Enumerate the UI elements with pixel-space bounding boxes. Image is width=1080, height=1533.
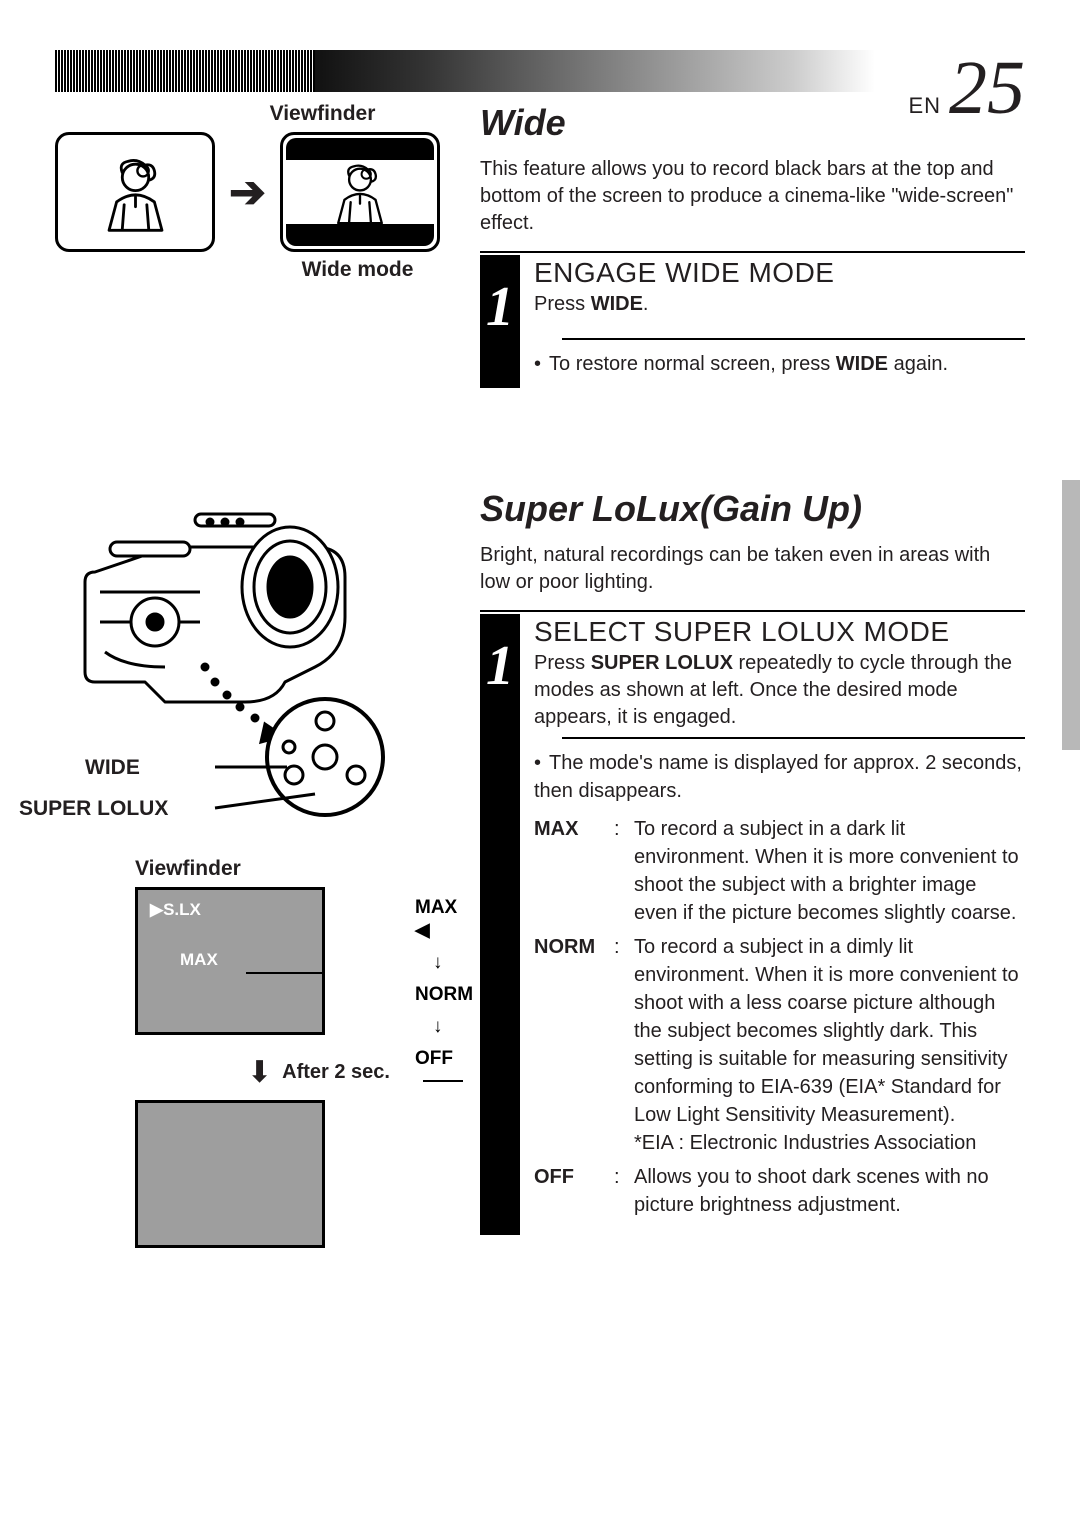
lolux-step-heading: SELECT SUPER LOLUX MODE bbox=[534, 616, 1025, 648]
wide-mode-label: Wide mode bbox=[265, 258, 450, 282]
current-mode: MAX bbox=[180, 950, 310, 970]
camera-superlolux-label: SUPER LOLUX bbox=[19, 797, 168, 821]
arrow-right-icon: ➔ bbox=[229, 167, 266, 218]
camera-wide-label: WIDE bbox=[85, 756, 140, 780]
def-norm-val: To record a subject in a dimly lit envir… bbox=[634, 933, 1025, 1157]
mode-max: MAX bbox=[415, 897, 457, 918]
mode-cycle-list: MAX ◀ ↓ NORM ↓ OFF bbox=[415, 897, 473, 1102]
viewfinder-wide-illustration bbox=[280, 132, 440, 252]
step-number-badge: 1 bbox=[480, 255, 520, 338]
after-2-sec-label: After 2 sec. bbox=[282, 1061, 390, 1084]
arrow-left-icon: ◀ bbox=[415, 920, 430, 941]
wide-section-description: This feature allows you to record black … bbox=[480, 156, 1025, 237]
definition-row: NORM : To record a subject in a dimly li… bbox=[534, 933, 1025, 1157]
note-spine bbox=[480, 340, 520, 388]
viewfinder-caption: Viewfinder bbox=[135, 857, 450, 881]
page-edge-tab bbox=[1062, 480, 1080, 750]
arrow-down-bold-icon: ⬇ bbox=[247, 1055, 272, 1090]
header-gradient-bar bbox=[55, 50, 875, 92]
person-icon bbox=[320, 157, 400, 227]
arrow-down-icon: ↓ bbox=[433, 1016, 443, 1038]
viewfinder-illustration-row: ➔ bbox=[55, 132, 450, 252]
mode-norm: NORM bbox=[415, 984, 473, 1006]
lolux-step-text: Press SUPER LOLUX repeatedly to cycle th… bbox=[534, 650, 1025, 731]
slx-indicator: ▶S.LX bbox=[150, 900, 310, 920]
wide-step-heading: ENGAGE WIDE MODE bbox=[534, 257, 1025, 289]
page-num: 25 bbox=[949, 45, 1025, 132]
person-icon bbox=[88, 150, 183, 235]
note-spine bbox=[480, 739, 520, 1235]
definition-row: OFF : Allows you to shoot dark scenes wi… bbox=[534, 1163, 1025, 1219]
arrow-down-icon: ↓ bbox=[433, 952, 443, 974]
divider bbox=[480, 251, 1025, 253]
viewfinder-display-box: ▶S.LX MAX bbox=[135, 887, 325, 1035]
lolux-section-title: Super LoLux(Gain Up) bbox=[480, 488, 1025, 530]
step-number-badge: 1 bbox=[480, 614, 520, 737]
definition-row: MAX : To record a subject in a dark lit … bbox=[534, 815, 1025, 927]
header-stripes bbox=[55, 50, 315, 92]
mode-off: OFF bbox=[415, 1048, 453, 1069]
connector-line bbox=[246, 972, 324, 974]
wide-note: To restore normal screen, press WIDE aga… bbox=[534, 340, 1025, 388]
lolux-section-description: Bright, natural recordings can be taken … bbox=[480, 542, 1025, 596]
page-number: EN 25 bbox=[908, 45, 1025, 132]
viewfinder-label: Viewfinder bbox=[195, 102, 450, 126]
viewfinder-blank-box bbox=[135, 1100, 325, 1248]
divider bbox=[480, 610, 1025, 612]
lolux-note: The mode's name is displayed for approx.… bbox=[534, 749, 1025, 805]
wide-step-text: Press WIDE. bbox=[534, 291, 1025, 318]
viewfinder-normal-illustration bbox=[55, 132, 215, 252]
en-label: EN bbox=[908, 93, 941, 119]
